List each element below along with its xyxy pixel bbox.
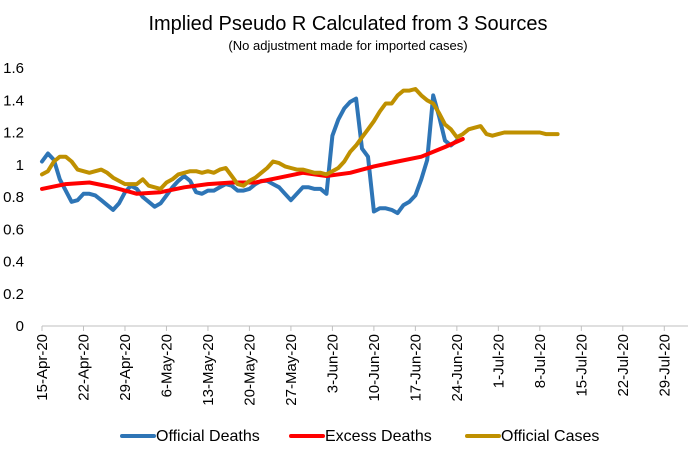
y-tick-label: 1.6 bbox=[3, 60, 24, 77]
x-tick-label: 15-Jul-20 bbox=[573, 334, 590, 397]
x-tick-label: 1-Jul-20 bbox=[490, 334, 507, 388]
x-tick-label: 22-Apr-20 bbox=[75, 334, 92, 401]
x-tick-label: 17-Jun-20 bbox=[407, 334, 424, 402]
y-tick-label: 0 bbox=[16, 318, 24, 335]
chart-title: Implied Pseudo R Calculated from 3 Sourc… bbox=[148, 13, 547, 35]
x-tick-label: 15-Apr-20 bbox=[34, 334, 51, 401]
legend: Official Deaths Excess Deaths Official Cas… bbox=[120, 428, 599, 445]
series-line-official-cases bbox=[40, 87, 560, 191]
x-tick-label: 8-Jul-20 bbox=[532, 334, 549, 388]
y-tick-label: 0.8 bbox=[3, 189, 24, 206]
x-axis-ticks: 15-Apr-20 22-Apr-20 29-Apr-20 6-May-20 13-Ma… bbox=[34, 326, 673, 406]
y-tick-label: 1 bbox=[16, 157, 24, 174]
x-tick-label: 3-Jun-20 bbox=[324, 334, 341, 393]
x-tick-label: 22-Jul-20 bbox=[615, 334, 632, 397]
legend-label: Official Deaths bbox=[156, 428, 260, 445]
y-tick-label: 1.4 bbox=[3, 92, 24, 109]
chart-subtitle: (No adjustment made for imported cases) bbox=[228, 38, 467, 53]
y-tick-label: 1.2 bbox=[3, 125, 24, 142]
y-axis-ticks: 0 0.2 0.4 0.6 0.8 1 1.2 1.4 1.6 bbox=[3, 60, 24, 335]
legend-label: Excess Deaths bbox=[325, 428, 432, 445]
x-tick-label: 27-May-20 bbox=[283, 334, 300, 406]
series-line-official-deaths bbox=[40, 93, 459, 216]
x-tick-label: 24-Jun-20 bbox=[449, 334, 466, 402]
y-tick-label: 0.6 bbox=[3, 221, 24, 238]
y-tick-label: 0.2 bbox=[3, 286, 24, 303]
x-tick-label: 20-May-20 bbox=[241, 334, 258, 406]
legend-label: Official Cases bbox=[501, 428, 599, 445]
x-tick-label: 29-Apr-20 bbox=[117, 334, 134, 401]
x-tick-label: 10-Jun-20 bbox=[366, 334, 383, 402]
series-layer bbox=[40, 87, 560, 216]
x-tick-label: 29-Jul-20 bbox=[656, 334, 673, 397]
series-line-excess-deaths bbox=[40, 137, 465, 196]
x-tick-label: 13-May-20 bbox=[200, 334, 217, 406]
y-tick-label: 0.4 bbox=[3, 254, 24, 271]
x-tick-label: 6-May-20 bbox=[158, 334, 175, 397]
